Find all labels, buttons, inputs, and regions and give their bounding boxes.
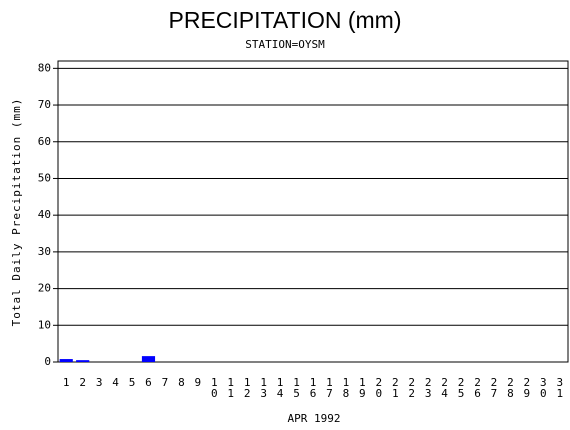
x-tick-label: 1 [60, 376, 73, 387]
x-tick-label: 10 [208, 376, 221, 398]
x-tick-label: 12 [241, 376, 254, 398]
x-tick-label: 16 [307, 376, 320, 398]
x-tick-label: 19 [356, 376, 369, 398]
x-tick-label: 15 [290, 376, 303, 398]
bar [76, 360, 90, 362]
x-tick-label: 23 [422, 376, 435, 398]
x-tick-label: 28 [504, 376, 517, 398]
x-tick-label: 2 [76, 376, 89, 387]
x-tick-label: 18 [339, 376, 352, 398]
y-axis-label: Total Daily Precipitation (mm) [10, 98, 23, 327]
x-tick-label: 7 [158, 376, 171, 387]
y-tick-label: 0 [44, 355, 51, 368]
x-tick-label: 29 [520, 376, 533, 398]
plot-frame [57, 60, 569, 363]
y-tick-label: 40 [38, 208, 51, 221]
x-tick-label: 8 [175, 376, 188, 387]
x-tick-label: 26 [471, 376, 484, 398]
x-tick-label: 6 [142, 376, 155, 387]
x-tick-label: 5 [126, 376, 139, 387]
y-tick-label: 20 [38, 282, 51, 295]
x-tick-label: 30 [537, 376, 550, 398]
x-tick-label: 24 [438, 376, 451, 398]
x-tick-label: 22 [405, 376, 418, 398]
chart-subtitle: STATION=OYSM [245, 38, 325, 51]
bar [141, 356, 156, 362]
x-tick-label: 13 [257, 376, 270, 398]
y-tick-label: 70 [38, 98, 51, 111]
x-tick-label: 17 [323, 376, 336, 398]
y-tick-label: 80 [38, 61, 51, 74]
y-tick-label: 10 [38, 318, 51, 331]
bar [59, 359, 73, 362]
x-tick-label: 27 [487, 376, 500, 398]
chart-title: PRECIPITATION (mm) [169, 7, 402, 33]
x-tick-label: 14 [274, 376, 287, 398]
y-tick-label: 30 [38, 245, 51, 258]
x-tick-label: 4 [109, 376, 122, 387]
x-tick-label: 9 [191, 376, 204, 387]
y-tick-label: 60 [38, 135, 51, 148]
y-tick-label: 50 [38, 171, 51, 184]
x-tick-label: 3 [93, 376, 106, 387]
x-tick-label: 31 [553, 376, 566, 398]
x-tick-label: 11 [224, 376, 237, 398]
x-axis-label: APR 1992 [288, 412, 341, 425]
x-tick-label: 25 [455, 376, 468, 398]
x-tick-label: 20 [372, 376, 385, 398]
x-tick-label: 21 [389, 376, 402, 398]
